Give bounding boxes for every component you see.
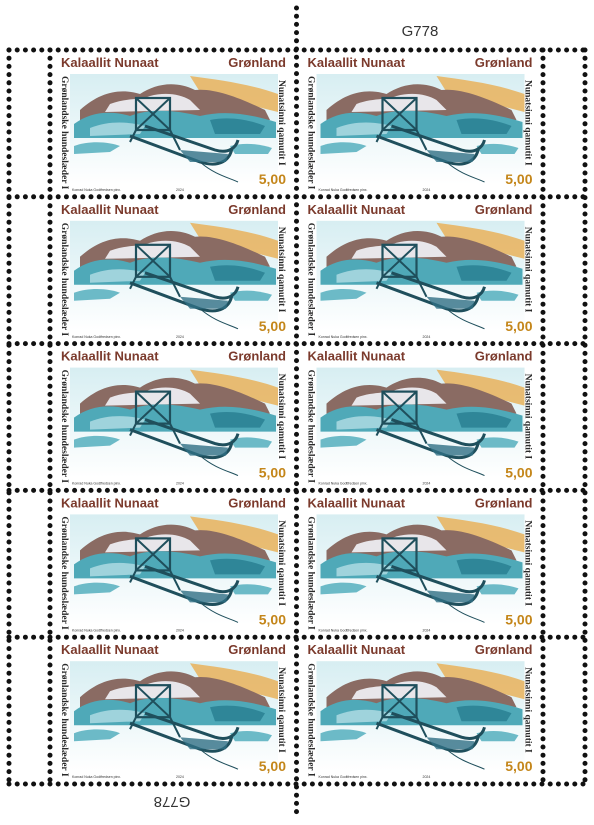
stamp-title: Nunatsinni qamutit I — [276, 374, 286, 460]
stamp-title: Nunatsinni qamutit I — [523, 227, 533, 313]
stamp-title: Grønlandske hundeslæder I — [306, 663, 316, 777]
country-name: Kalaallit Nunaat — [61, 495, 159, 510]
country-name: Grønland — [475, 202, 533, 217]
stamp: Kalaallit Nunaat Grønland Grønlandske hund… — [306, 55, 533, 192]
stamp: Kalaallit Nunaat Grønland Grønlandske hund… — [59, 495, 286, 632]
stamp: Kalaallit Nunaat Grønland Grønlandske hund… — [306, 495, 533, 632]
face-value: 5,00 — [505, 465, 532, 481]
stamp-illustration — [68, 219, 280, 333]
stamp: Kalaallit Nunaat Grønland Grønlandske hund… — [59, 202, 286, 339]
country-name: Grønland — [228, 202, 286, 217]
sheet-number: G778 — [154, 793, 191, 810]
stamp-title: Grønlandske hundeslæder I — [59, 76, 69, 190]
stamp: Kalaallit Nunaat Grønland Grønlandske hund… — [306, 642, 533, 779]
year: 2024 — [176, 628, 184, 632]
face-value: 5,00 — [259, 465, 286, 481]
artist-credit: Konrad Nuka Godtfredsen pinx. — [72, 775, 121, 779]
stamp-title: Nunatsinni qamutit I — [523, 667, 533, 753]
year: 2024 — [423, 335, 431, 339]
face-value: 5,00 — [259, 171, 286, 187]
stamp-title: Nunatsinni qamutit I — [523, 520, 533, 606]
artist-credit: Konrad Nuka Godtfredsen pinx. — [72, 482, 121, 486]
country-name: Kalaallit Nunaat — [61, 55, 159, 70]
country-name: Grønland — [228, 55, 286, 70]
stamp-title: Nunatsinni qamutit I — [523, 80, 533, 166]
stamp-illustration — [315, 512, 526, 626]
year: 2024 — [423, 628, 431, 632]
stamp-title: Nunatsinni qamutit I — [276, 227, 286, 313]
year: 2024 — [423, 482, 431, 486]
face-value: 5,00 — [259, 611, 286, 627]
country-name: Kalaallit Nunaat — [308, 202, 406, 217]
stamp-title: Nunatsinni qamutit I — [276, 520, 286, 606]
country-name: Kalaallit Nunaat — [61, 202, 159, 217]
stamp-title: Grønlandske hundeslæder I — [59, 663, 69, 777]
stamp-title: Nunatsinni qamutit I — [523, 374, 533, 460]
year: 2024 — [176, 188, 184, 192]
stamp-title: Grønlandske hundeslæder I — [306, 516, 316, 630]
country-name: Kalaallit Nunaat — [308, 495, 406, 510]
country-name: Grønland — [228, 495, 286, 510]
country-name: Kalaallit Nunaat — [308, 349, 406, 364]
year: 2024 — [176, 775, 184, 779]
country-name: Grønland — [228, 642, 286, 657]
artist-credit: Konrad Nuka Godtfredsen pinx. — [319, 335, 368, 339]
stamp-title: Nunatsinni qamutit I — [276, 80, 286, 166]
year: 2024 — [423, 775, 431, 779]
artist-credit: Konrad Nuka Godtfredsen pinx. — [319, 482, 368, 486]
artist-credit: Konrad Nuka Godtfredsen pinx. — [319, 628, 368, 632]
country-name: Grønland — [475, 55, 533, 70]
artist-credit: Konrad Nuka Godtfredsen pinx. — [72, 335, 121, 339]
stamp-title: Grønlandske hundeslæder I — [59, 516, 69, 630]
stamp-title: Grønlandske hundeslæder I — [59, 370, 69, 484]
stamp-illustration — [68, 659, 280, 773]
artist-credit: Konrad Nuka Godtfredsen pinx. — [72, 628, 121, 632]
stamp: Kalaallit Nunaat Grønland Grønlandske hund… — [306, 349, 533, 486]
stamp-title: Nunatsinni qamutit I — [276, 667, 286, 753]
year: 2024 — [176, 335, 184, 339]
stamp-illustration — [68, 72, 280, 186]
stamp: Kalaallit Nunaat Grønland Grønlandske hund… — [59, 55, 286, 192]
stamp-title: Grønlandske hundeslæder I — [306, 76, 316, 190]
year: 2024 — [423, 188, 431, 192]
stamp-illustration — [68, 366, 280, 480]
stamp-title: Grønlandske hundeslæder I — [59, 223, 69, 337]
sheet-number: G778 — [402, 23, 439, 40]
artist-credit: Konrad Nuka Godtfredsen pinx. — [319, 775, 368, 779]
face-value: 5,00 — [505, 611, 532, 627]
stamp-title: Grønlandske hundeslæder I — [306, 370, 316, 484]
country-name: Kalaallit Nunaat — [61, 349, 159, 364]
stamp-illustration — [315, 219, 526, 333]
country-name: Grønland — [475, 349, 533, 364]
stamp: Kalaallit Nunaat Grønland Grønlandske hund… — [59, 642, 286, 779]
face-value: 5,00 — [259, 318, 286, 334]
stamp: Kalaallit Nunaat Grønland Grønlandske hund… — [59, 349, 286, 486]
country-name: Grønland — [475, 642, 533, 657]
stamp-title: Grønlandske hundeslæder I — [306, 223, 316, 337]
face-value: 5,00 — [505, 758, 532, 774]
face-value: 5,00 — [505, 171, 532, 187]
stamp-illustration — [315, 72, 526, 186]
stamp-illustration — [315, 366, 526, 480]
stamp-illustration — [315, 659, 526, 773]
artist-credit: Konrad Nuka Godtfredsen pinx. — [72, 188, 121, 192]
stamp: Kalaallit Nunaat Grønland Grønlandske hund… — [306, 202, 533, 339]
country-name: Grønland — [228, 349, 286, 364]
country-name: Kalaallit Nunaat — [308, 642, 406, 657]
country-name: Kalaallit Nunaat — [61, 642, 159, 657]
country-name: Grønland — [475, 495, 533, 510]
face-value: 5,00 — [505, 318, 532, 334]
stamp-illustration — [68, 512, 280, 626]
year: 2024 — [176, 482, 184, 486]
country-name: Kalaallit Nunaat — [308, 55, 406, 70]
face-value: 5,00 — [259, 758, 286, 774]
artist-credit: Konrad Nuka Godtfredsen pinx. — [319, 188, 368, 192]
sheet-content: G778 G778 Kalaallit Nunaat Grønland Grønland… — [6, 5, 589, 821]
